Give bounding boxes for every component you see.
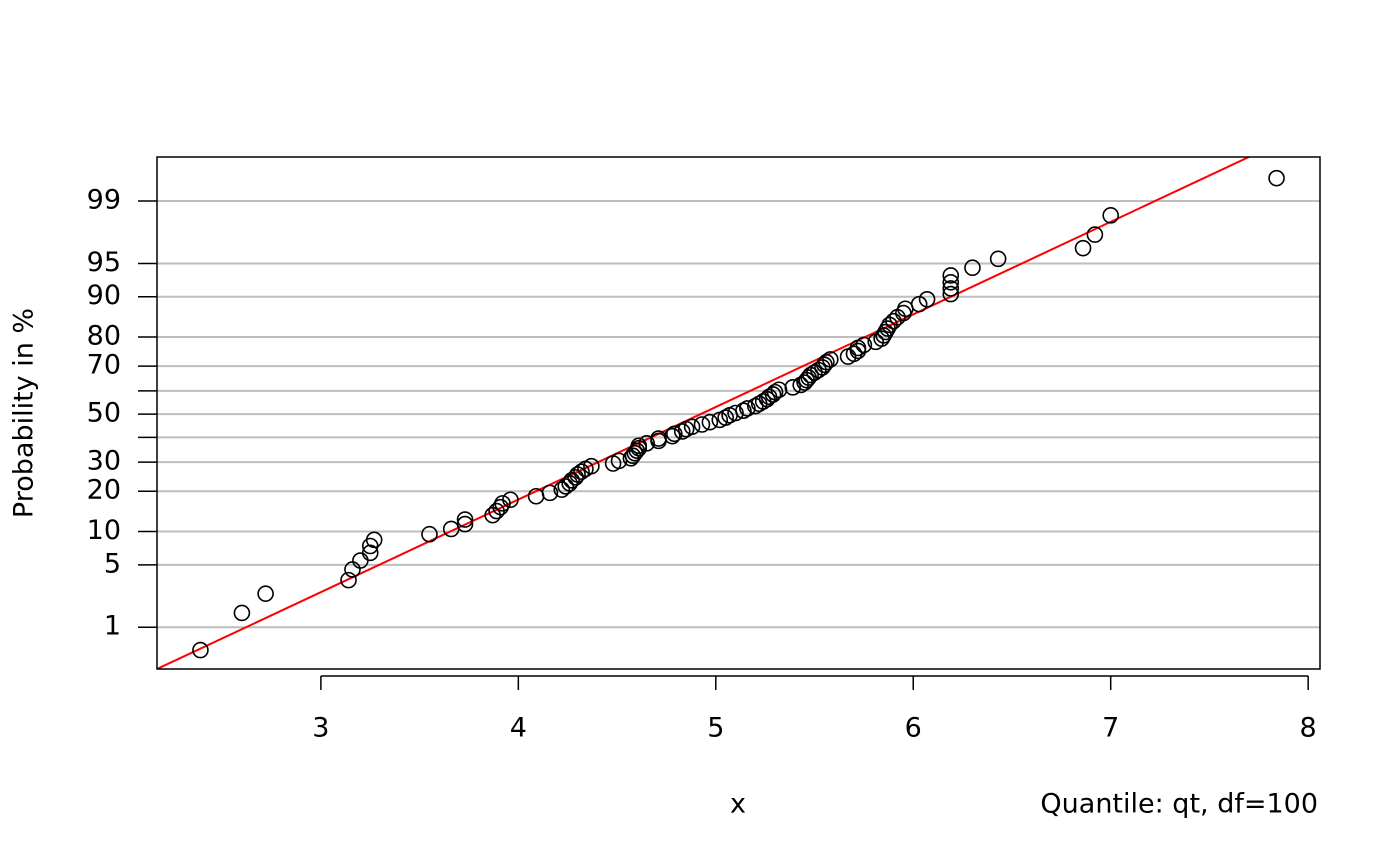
x-tick-label: 5 (707, 713, 724, 744)
data-point (918, 291, 936, 308)
x-tick-label: 4 (510, 713, 527, 744)
data-point (365, 531, 383, 549)
data-point (964, 259, 981, 277)
y-tick-label: 10 (87, 515, 121, 546)
data-point (494, 495, 511, 512)
data-point (764, 386, 782, 403)
x-tick-label: 8 (1300, 713, 1317, 744)
data-point (664, 427, 681, 445)
data-point (942, 280, 960, 297)
y-tick-label: 30 (87, 446, 121, 477)
data-point (583, 457, 600, 475)
x-tick-label: 7 (1102, 713, 1119, 744)
data-point (989, 250, 1007, 268)
y-tick-label: 80 (87, 321, 121, 352)
y-tick-label: 5 (104, 548, 121, 579)
data-point (855, 336, 873, 354)
data-point (1102, 207, 1119, 224)
caption: Quantile: qt, df=100 (1040, 789, 1318, 820)
data-point (673, 423, 691, 440)
y-axis-label: Probability in % (9, 308, 40, 518)
data-point (557, 478, 575, 495)
data-point (456, 511, 474, 528)
data-point (885, 312, 902, 330)
data-point (573, 463, 590, 480)
data-point (818, 353, 835, 371)
y-tick-label: 1 (104, 611, 121, 642)
fit-line (157, 157, 1250, 669)
data-point (233, 604, 251, 622)
data-point (717, 409, 734, 426)
data-point (192, 641, 209, 659)
data-point (727, 404, 744, 422)
data-point (421, 525, 438, 543)
x-tick-label: 3 (312, 713, 329, 744)
data-point (683, 418, 701, 436)
y-tick-label: 90 (87, 280, 121, 311)
data-point (502, 491, 519, 509)
data-point (816, 356, 833, 374)
data-point (456, 515, 474, 533)
y-tick-label: 70 (87, 350, 121, 381)
data-point (340, 571, 357, 589)
data-point (784, 379, 802, 396)
plot-frame (156, 156, 1321, 670)
data-point (1268, 169, 1285, 187)
data-point (638, 435, 655, 452)
data-point (1074, 239, 1092, 257)
y-tick-label: 20 (87, 475, 121, 506)
data-point (910, 295, 928, 313)
data-point (666, 425, 683, 443)
data-point (1086, 226, 1104, 243)
data-point (942, 267, 960, 284)
y-tick-label: 99 (87, 185, 121, 216)
data-point (739, 400, 756, 417)
data-point (567, 469, 584, 486)
data-point (942, 273, 960, 291)
data-point (563, 472, 580, 489)
data-point (257, 585, 274, 602)
data-point (541, 484, 559, 502)
y-tick-label: 50 (87, 398, 121, 429)
data-point (630, 437, 648, 455)
data-point (942, 285, 960, 303)
data-point (766, 383, 784, 401)
x-axis-label: x (730, 789, 746, 820)
data-point (735, 402, 752, 419)
x-tick-label: 6 (905, 713, 922, 744)
y-tick-label: 95 (87, 247, 121, 278)
data-point (822, 351, 839, 368)
data-point (897, 300, 914, 318)
data-point (701, 413, 719, 431)
data-point (693, 416, 711, 433)
